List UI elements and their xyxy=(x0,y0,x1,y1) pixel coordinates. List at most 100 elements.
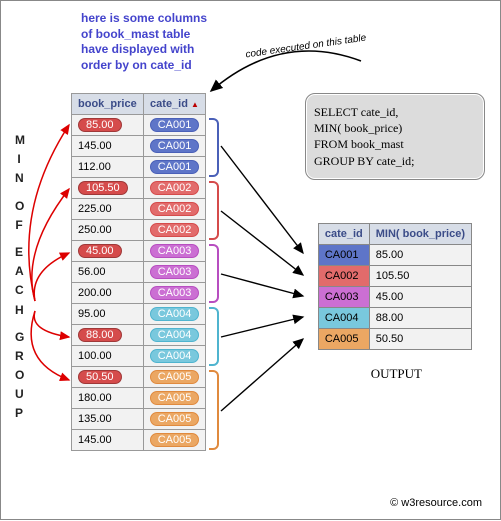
table-row: 105.50 CA002 xyxy=(72,178,206,199)
price-cell: 56.00 xyxy=(72,262,144,283)
sql-box: SELECT cate_id, MIN( book_price) FROM bo… xyxy=(305,93,485,180)
table-row: 45.00 CA003 xyxy=(72,241,206,262)
cate-cell: CA001 xyxy=(143,136,206,157)
copyright: © w3resource.com xyxy=(390,497,482,509)
cate-pill: CA002 xyxy=(150,223,200,237)
group-bracket xyxy=(209,370,219,450)
price-cell: 250.00 xyxy=(72,220,144,241)
cate-cell: CA004 xyxy=(143,304,206,325)
group-bracket xyxy=(209,181,219,240)
cate-pill: CA004 xyxy=(150,349,200,363)
cate-cell: CA002 xyxy=(143,178,206,199)
cate-cell: CA003 xyxy=(143,283,206,304)
price-cell: 200.00 xyxy=(72,283,144,304)
cate-cell: CA005 xyxy=(143,409,206,430)
note-text: here is some columns of book_mast table … xyxy=(81,11,207,73)
cate-cell: CA002 xyxy=(143,220,206,241)
table-row: 180.00 CA005 xyxy=(72,388,206,409)
price-cell: 180.00 xyxy=(72,388,144,409)
note-l3: have displayed with xyxy=(81,42,207,58)
output-label: OUTPUT xyxy=(371,366,422,382)
table-row: 145.00 CA005 xyxy=(72,430,206,451)
cate-pill: CA001 xyxy=(150,160,200,174)
price-cell: 225.00 xyxy=(72,199,144,220)
price-cell: 145.00 xyxy=(72,136,144,157)
price-cell: 50.50 xyxy=(72,367,144,388)
sql-l4: GROUP BY cate_id; xyxy=(314,153,476,169)
price-cell: 95.00 xyxy=(72,304,144,325)
output-row: CA00550.50 xyxy=(318,329,471,350)
min-pill: 45.00 xyxy=(78,244,122,258)
sql-l1: SELECT cate_id, xyxy=(314,104,476,120)
group-bracket xyxy=(209,244,219,303)
table-row: 250.00 CA002 xyxy=(72,220,206,241)
cate-cell: CA005 xyxy=(143,388,206,409)
price-cell: 85.00 xyxy=(72,115,144,136)
curve-label: code executed on this table xyxy=(245,33,367,61)
col-book-price: book_price xyxy=(72,94,144,115)
cate-pill: CA005 xyxy=(150,433,200,447)
price-cell: 45.00 xyxy=(72,241,144,262)
cate-cell: CA001 xyxy=(143,157,206,178)
table-row: 100.00 CA004 xyxy=(72,346,206,367)
output-row: CA00488.00 xyxy=(318,308,471,329)
table-row: 112.00 CA001 xyxy=(72,157,206,178)
out-min: 85.00 xyxy=(369,245,471,266)
note-l1: here is some columns xyxy=(81,11,207,27)
cate-pill: CA003 xyxy=(150,244,200,258)
out-cate: CA002 xyxy=(318,266,369,287)
output-row: CA002105.50 xyxy=(318,266,471,287)
cate-pill: CA005 xyxy=(150,391,200,405)
cate-pill: CA001 xyxy=(150,118,200,132)
out-min: 50.50 xyxy=(369,329,471,350)
out-min: 45.00 xyxy=(369,287,471,308)
table-row: 95.00CA004 xyxy=(72,304,206,325)
out-cate: CA003 xyxy=(318,287,369,308)
group-bracket xyxy=(209,118,219,177)
table-row: 85.00 CA001 xyxy=(72,115,206,136)
price-cell: 105.50 xyxy=(72,178,144,199)
cate-cell: CA004 xyxy=(143,325,206,346)
vertical-label: MINOFEACHGROUP xyxy=(15,131,25,424)
cate-cell: CA003 xyxy=(143,262,206,283)
cate-cell: CA002 xyxy=(143,199,206,220)
out-min: 88.00 xyxy=(369,308,471,329)
cate-pill: CA002 xyxy=(150,202,200,216)
source-tbody: 85.00 CA001 145.00 CA001 112.00 CA001 105.50 CA… xyxy=(72,115,206,451)
output-row: CA00345.00 xyxy=(318,287,471,308)
min-pill: 50.50 xyxy=(78,370,122,384)
cate-cell: CA004 xyxy=(143,346,206,367)
table-row: 200.00CA003 xyxy=(72,283,206,304)
sql-l3: FROM book_mast xyxy=(314,136,476,152)
output-row: CA00185.00 xyxy=(318,245,471,266)
out-col-min: MIN( book_price) xyxy=(369,224,471,245)
out-col-cate: cate_id xyxy=(318,224,369,245)
price-cell: 135.00 xyxy=(72,409,144,430)
cate-pill: CA004 xyxy=(150,328,200,342)
table-row: 145.00 CA001 xyxy=(72,136,206,157)
table-row: 88.00 CA004 xyxy=(72,325,206,346)
price-cell: 112.00 xyxy=(72,157,144,178)
sql-l2: MIN( book_price) xyxy=(314,120,476,136)
price-cell: 100.00 xyxy=(72,346,144,367)
output-tbody: CA00185.00CA002105.50CA00345.00CA00488.0… xyxy=(318,245,471,350)
out-cate: CA001 xyxy=(318,245,369,266)
price-cell: 145.00 xyxy=(72,430,144,451)
min-pill: 88.00 xyxy=(78,328,122,342)
source-table: book_price cate_id ▲ 85.00 CA001 145.00 CA0… xyxy=(71,93,206,451)
table-row: 50.50CA005 xyxy=(72,367,206,388)
sort-icon: ▲ xyxy=(191,100,199,109)
cate-pill: CA002 xyxy=(150,181,200,195)
output-table: cate_id MIN( book_price) CA00185.00CA002… xyxy=(318,223,472,350)
note-l2: of book_mast table xyxy=(81,27,207,43)
cate-pill: CA005 xyxy=(150,412,200,426)
cate-pill: CA001 xyxy=(150,139,200,153)
note-l4: order by on cate_id xyxy=(81,58,207,74)
col-cate-id: cate_id ▲ xyxy=(143,94,206,115)
price-cell: 88.00 xyxy=(72,325,144,346)
cate-pill: CA003 xyxy=(150,265,200,279)
min-pill: 85.00 xyxy=(78,118,122,132)
cate-cell: CA001 xyxy=(143,115,206,136)
cate-cell: CA005 xyxy=(143,430,206,451)
out-cate: CA005 xyxy=(318,329,369,350)
